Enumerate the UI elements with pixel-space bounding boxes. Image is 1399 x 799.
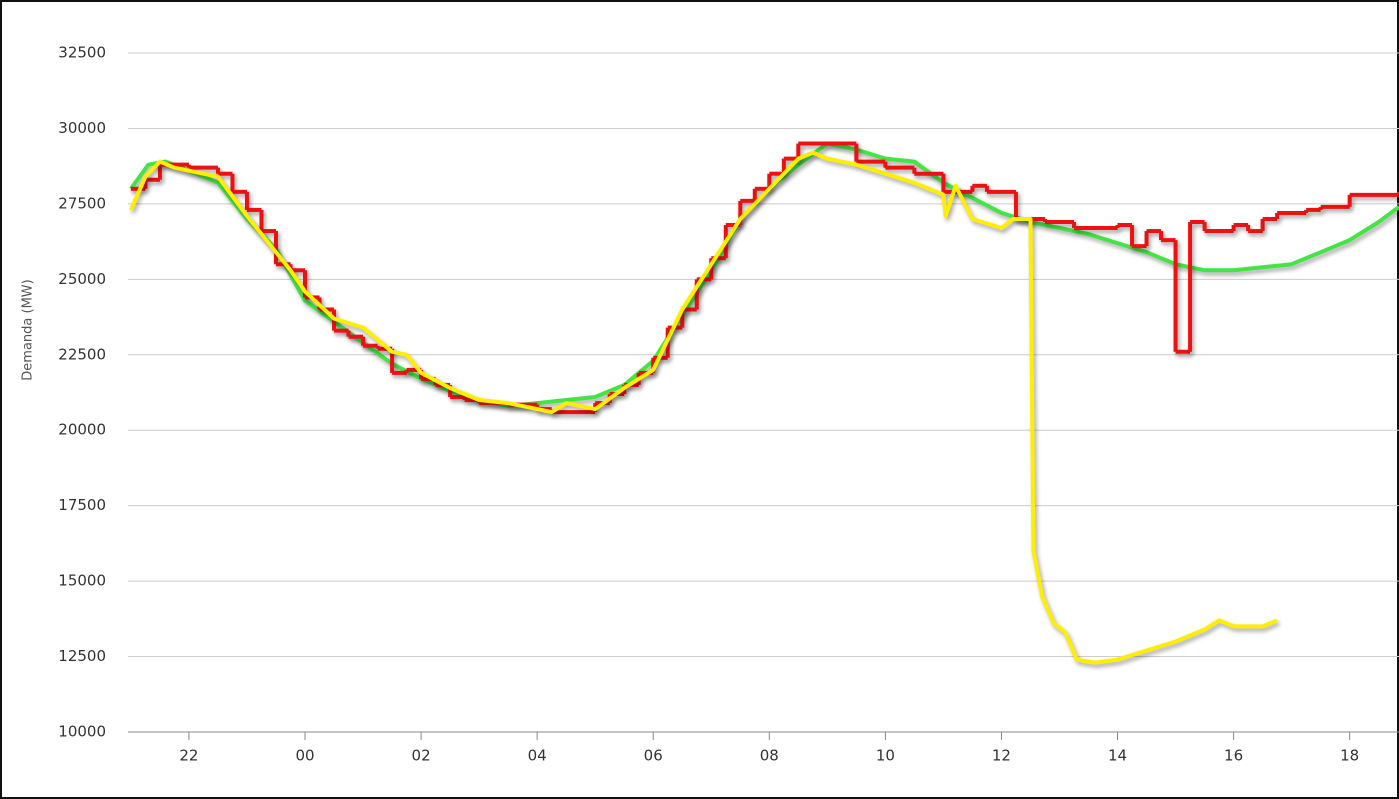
- x-tick-label: 18: [1340, 747, 1359, 765]
- y-tick-label: 32500: [58, 44, 106, 62]
- series-line: [129, 150, 1278, 665]
- x-tick-label: 04: [528, 747, 547, 765]
- x-tick-label: 22: [179, 747, 198, 765]
- grid: 10000 12500 15000 17500 20000 22500 25000 27500…: [58, 44, 1399, 765]
- x-tick-label: 10: [876, 747, 895, 765]
- y-axis-label: Demanda (MW): [21, 279, 36, 380]
- y-tick-label: 17500: [58, 496, 106, 514]
- x-tick-label: 14: [1108, 747, 1127, 765]
- y-tick-label: 25000: [58, 270, 106, 288]
- y-tick-label: 20000: [58, 421, 106, 439]
- plot: [129, 141, 1399, 665]
- y-tick-label: 30000: [58, 119, 106, 137]
- y-tick-label: 27500: [58, 194, 106, 212]
- x-tick-label: 12: [992, 747, 1011, 765]
- x-tick-label: 02: [412, 747, 431, 765]
- x-tick-label: 16: [1224, 747, 1243, 765]
- x-tick-label: 00: [295, 747, 314, 765]
- x-tick-label: 06: [644, 747, 663, 765]
- x-tick-label: 08: [760, 747, 779, 765]
- y-tick-label: 22500: [58, 345, 106, 363]
- y-tick-label: 10000: [58, 723, 106, 741]
- y-tick-label: 12500: [58, 647, 106, 665]
- y-tick-label: 15000: [58, 572, 106, 590]
